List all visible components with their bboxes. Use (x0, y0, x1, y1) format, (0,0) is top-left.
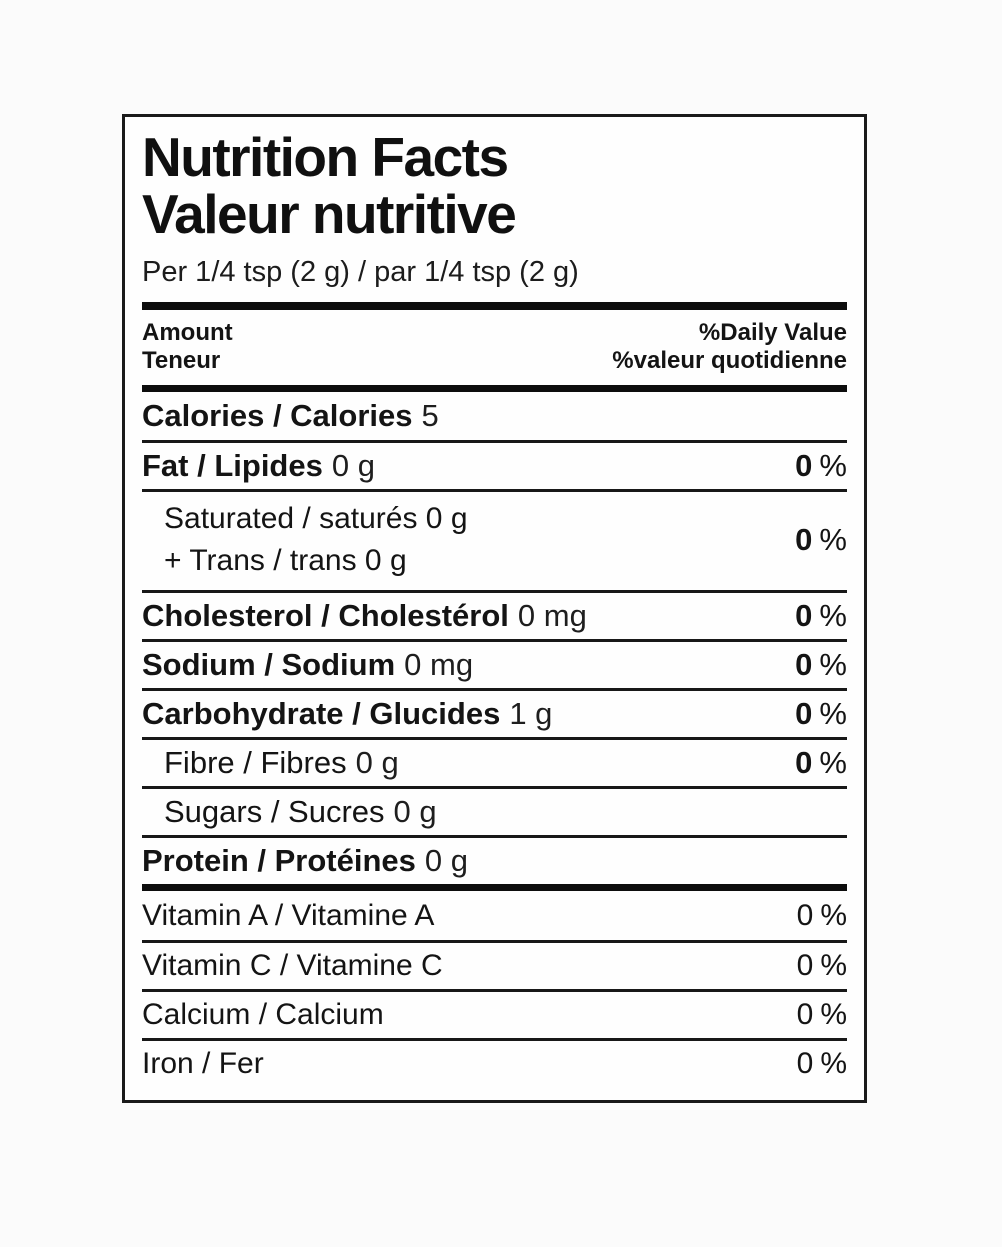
nutrient-name: Protein / Protéines 0 g (142, 843, 469, 878)
row-carbohydrate: Carbohydrate / Glucides 1 g 0% (142, 688, 847, 737)
nutrient-name: Carbohydrate / Glucides 1 g (142, 696, 553, 731)
row-sodium: Sodium / Sodium 0 mg 0% (142, 639, 847, 688)
nutrient-name: Fibre / Fibres 0 g (164, 745, 399, 780)
divider-thick-top (142, 302, 847, 310)
nutrient-amount: 5 (421, 398, 439, 433)
nutrient-name: Vitamin C / Vitamine C (142, 949, 443, 982)
daily-value-percent: 0% (796, 949, 847, 982)
column-header-row: Amount Teneur %Daily Value %valeur quoti… (142, 310, 847, 385)
daily-value-percent: 0% (795, 647, 847, 682)
label-title-en: Nutrition Facts (142, 126, 509, 188)
daily-value-header-fr: %valeur quotidienne (612, 347, 847, 374)
row-iron: Iron / Fer 0% (142, 1038, 847, 1087)
amount-header: Amount Teneur (142, 319, 233, 375)
nutrient-name: Calories / Calories 5 (142, 398, 439, 433)
nutrient-amount: 0 mg (517, 598, 587, 633)
daily-value-percent: 0% (795, 448, 847, 483)
nutrient-amount: 0 g (331, 448, 375, 483)
saturated-line: Saturated / saturés 0 g (164, 502, 468, 535)
daily-value-percent: 0% (795, 745, 847, 780)
row-calcium: Calcium / Calcium 0% (142, 989, 847, 1038)
amount-header-en: Amount (142, 319, 233, 346)
row-sugars: Sugars / Sucres 0 g (142, 786, 847, 835)
label-title-fr: Valeur nutritive (142, 183, 517, 245)
nutrient-amount: 0 mg (404, 647, 474, 682)
row-protein: Protein / Protéines 0 g (142, 835, 847, 884)
nutrient-name: Fat / Lipides 0 g (142, 448, 375, 483)
row-fat: Fat / Lipides 0 g 0% (142, 440, 847, 489)
daily-value-percent: 0% (795, 522, 847, 557)
nutrient-name: Calcium / Calcium (142, 998, 384, 1031)
row-vitamin-c: Vitamin C / Vitamine C 0% (142, 940, 847, 989)
daily-value-header: %Daily Value %valeur quotidienne (612, 319, 847, 375)
nutrient-name: Vitamin A / Vitamine A (142, 898, 435, 932)
daily-value-percent: 0% (796, 998, 847, 1031)
nutrient-amount: 0 g (424, 843, 469, 878)
nutrient-amount: 1 g (509, 696, 553, 731)
nutrient-name: Saturated / saturés 0 g + Trans / trans … (142, 498, 468, 582)
daily-value-percent: 0% (795, 598, 847, 633)
daily-value-percent: 0% (796, 898, 847, 932)
nutrient-name: Sodium / Sodium 0 mg (142, 647, 474, 682)
serving-size: Per 1/4 tsp (2 g) / par 1/4 tsp (2 g) (142, 256, 579, 288)
nutrient-name: Cholesterol / Cholestérol 0 mg (142, 598, 587, 633)
nutrition-facts-label: Nutrition Facts Valeur nutritive Per 1/4… (122, 114, 867, 1103)
row-saturated-trans: Saturated / saturés 0 g + Trans / trans … (142, 489, 847, 590)
divider-thick-micronutrients (142, 884, 847, 891)
nutrient-name: Sugars / Sucres 0 g (164, 794, 437, 829)
daily-value-percent: 0% (795, 696, 847, 731)
trans-line: + Trans / trans 0 g (164, 544, 407, 577)
nutrient-amount: 0 g (393, 794, 437, 829)
row-fibre: Fibre / Fibres 0 g 0% (142, 737, 847, 786)
row-calories: Calories / Calories 5 (142, 392, 847, 440)
divider-thick-header (142, 385, 847, 392)
row-vitamin-a: Vitamin A / Vitamine A 0% (142, 891, 847, 940)
amount-header-fr: Teneur (142, 347, 221, 374)
row-cholesterol: Cholesterol / Cholestérol 0 mg 0% (142, 590, 847, 639)
nutrient-amount: 0 g (355, 745, 399, 780)
daily-value-header-en: %Daily Value (698, 319, 847, 346)
daily-value-percent: 0% (796, 1047, 847, 1080)
nutrient-name: Iron / Fer (142, 1047, 264, 1080)
